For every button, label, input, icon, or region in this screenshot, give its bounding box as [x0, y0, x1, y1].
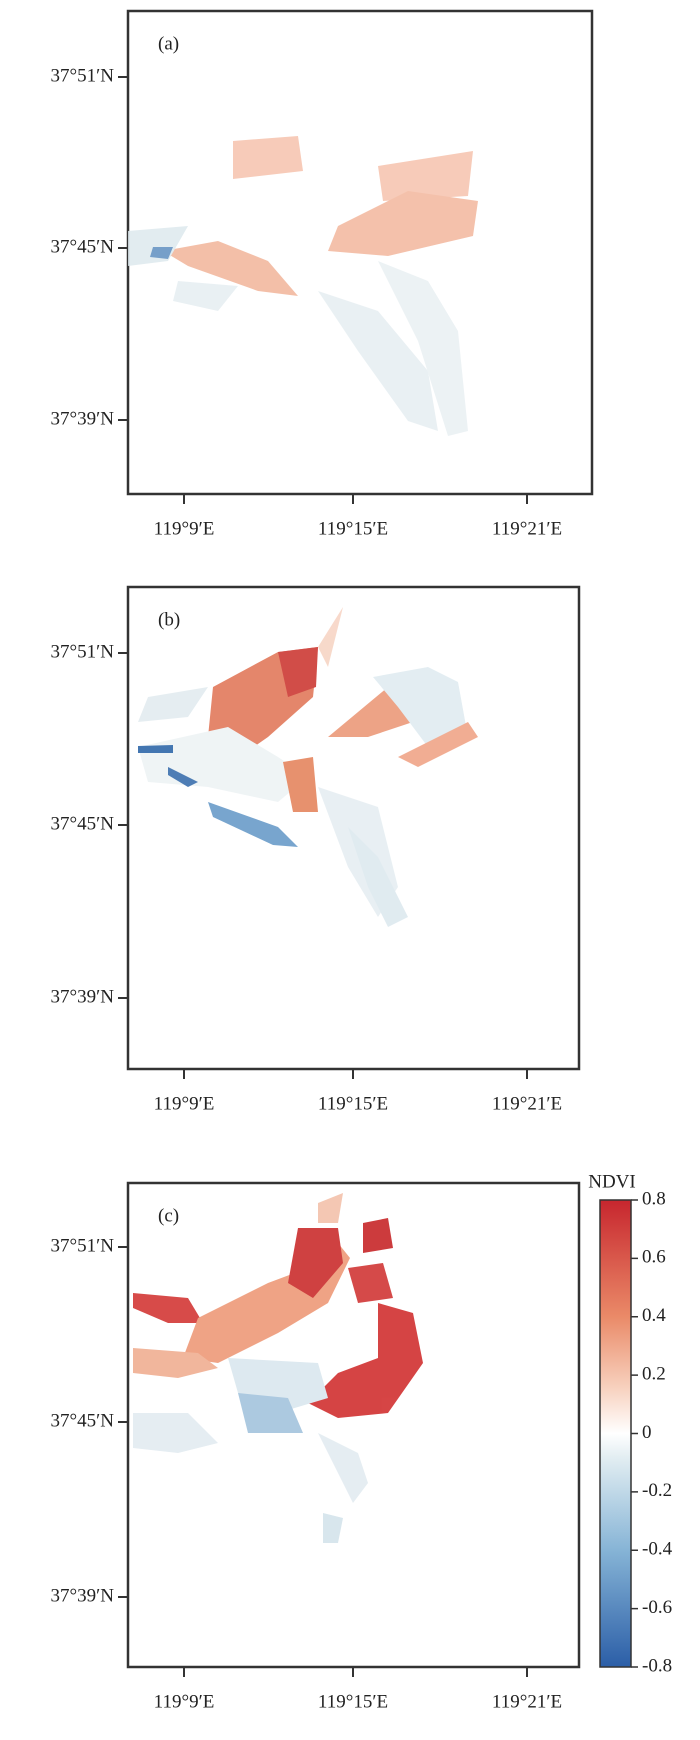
y-tick-label: 37°51′N [51, 1235, 115, 1256]
colorbar-tick-label: 0 [642, 1422, 652, 1443]
y-tick-label: 37°45′N [51, 236, 115, 257]
colorbar-tick-label: -0.8 [642, 1655, 672, 1676]
colorbar-tick-label: -0.4 [642, 1539, 673, 1560]
panel-label: (c) [158, 1205, 179, 1226]
y-tick-label: 37°39′N [51, 408, 115, 429]
colorbar-tick-label: 0.4 [642, 1305, 666, 1326]
colorbar-tick-label: 0.2 [642, 1363, 666, 1384]
colorbar-tick-label: 0.6 [642, 1247, 666, 1268]
x-tick-label: 119°9′E [154, 1093, 215, 1114]
map-panel: (b) 37°51′N 37°45′N 37°39′N 119°9′E 119°15′E 1… [51, 585, 581, 1114]
y-tick-label: 37°45′N [51, 813, 115, 834]
x-tick-label: 119°21′E [492, 518, 562, 539]
panel-label: (b) [158, 609, 180, 630]
panel-label: (a) [158, 33, 179, 54]
x-tick-label: 119°15′E [318, 518, 388, 539]
x-tick-label: 119°15′E [318, 1093, 388, 1114]
x-tick-label: 119°15′E [318, 1691, 388, 1712]
y-tick-label: 37°45′N [51, 1410, 115, 1431]
y-tick-label: 37°51′N [51, 641, 115, 662]
colorbar-tick-label: -0.2 [642, 1480, 672, 1501]
y-tick-label: 37°51′N [51, 65, 115, 86]
map-panel: (c) 37°51′N 37°45′N 37°39′N 119°9′E 119°15′E 1… [51, 1181, 581, 1712]
colorbar-tick-label: 0.8 [642, 1188, 666, 1209]
colorbar [599, 1199, 632, 1668]
x-tick-label: 119°9′E [154, 1691, 215, 1712]
colorbar-tick-label: -0.6 [642, 1597, 672, 1618]
y-tick-label: 37°39′N [51, 986, 115, 1007]
x-tick-label: 119°21′E [492, 1691, 562, 1712]
colorbar-title: NDVI [588, 1171, 636, 1192]
x-tick-label: 119°9′E [154, 518, 215, 539]
y-tick-label: 37°39′N [51, 1585, 115, 1606]
x-tick-label: 119°21′E [492, 1093, 562, 1114]
map-panel: (a) 37°51′N 37°45′N 37°39′N 119°9′E 119°15′E 1… [51, 9, 594, 539]
